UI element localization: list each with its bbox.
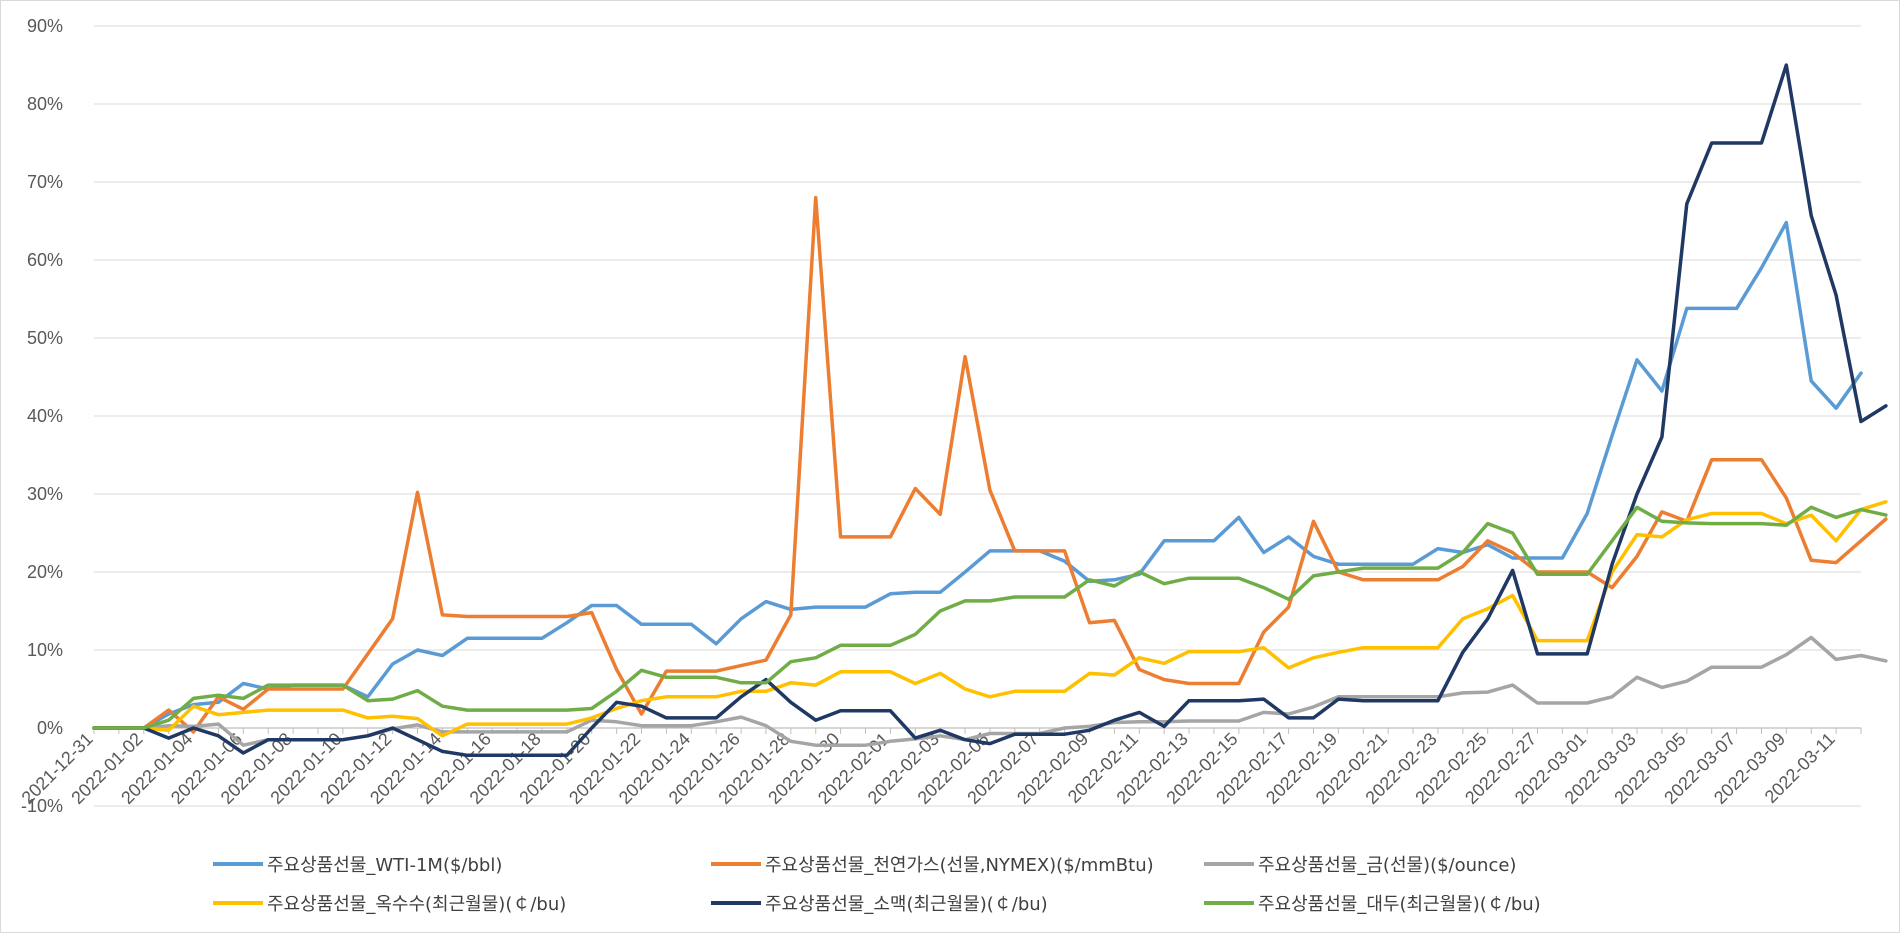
- series-line-1: [92, 220, 1863, 730]
- y-tick-label: 30%: [27, 484, 63, 504]
- legend-label-4: 주요상품선물_옥수수(최근월물)(￠/bu): [267, 894, 566, 915]
- series-line-2: [92, 195, 1888, 734]
- y-tick-label: 10%: [27, 640, 63, 660]
- series-line-5: [92, 63, 1888, 758]
- legend-label-5: 주요상품선물_소맥(최근월물)(￠/bu): [765, 894, 1048, 915]
- legend-label-3: 주요상품선물_금(선물)($/ounce): [1258, 855, 1516, 876]
- y-tick-label: -10%: [21, 796, 63, 816]
- y-tick-label: 60%: [27, 250, 63, 270]
- y-tick-label: 40%: [27, 406, 63, 426]
- series-line-6: [92, 505, 1888, 730]
- y-tick-label: 90%: [27, 16, 63, 36]
- y-axis-tick-labels: 90% 80% 70% 60% 50% 40% 30% 20% 10% 0% -10%: [21, 16, 63, 816]
- legend: 주요상품선물_WTI-1M($/bbl) 주요상품선물_천연가스(선물,NYMEX…: [213, 855, 1541, 915]
- legend-label-6: 주요상품선물_대두(최근월물)(￠/bu): [1258, 894, 1541, 915]
- series-line-4: [92, 500, 1888, 738]
- y-tick-label: 20%: [27, 562, 63, 582]
- y-tick-label: 70%: [27, 172, 63, 192]
- y-tick-label: 80%: [27, 94, 63, 114]
- legend-label-1: 주요상품선물_WTI-1M($/bbl): [267, 855, 502, 876]
- y-tick-label: 0%: [37, 718, 63, 738]
- legend-label-2: 주요상품선물_천연가스(선물,NYMEX)($/mmBtu): [765, 855, 1154, 876]
- y-tick-label: 50%: [27, 328, 63, 348]
- series-lines: [92, 63, 1888, 758]
